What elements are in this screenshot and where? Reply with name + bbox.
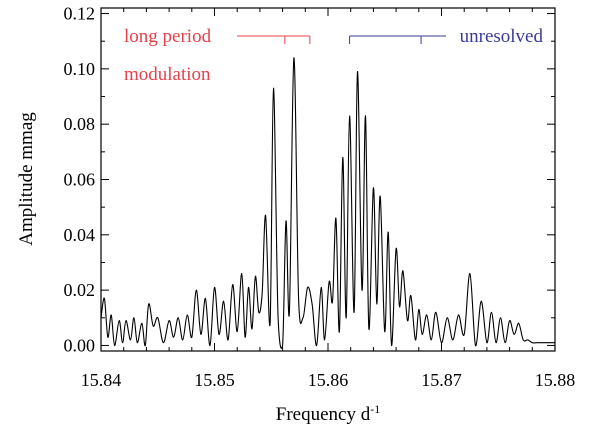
x-tick-label: 15.84 <box>81 370 122 390</box>
x-axis-label: Frequency d-1 <box>276 402 380 425</box>
x-axis-label-superscript: -1 <box>370 402 380 416</box>
annotation-unresolved: unresolved <box>460 26 544 47</box>
x-tick-label: 15.85 <box>194 370 235 390</box>
x-tick-label: 15.88 <box>535 370 576 390</box>
x-tick-label: 15.86 <box>308 370 349 390</box>
y-axis-label: Amplitude mmag <box>16 112 37 246</box>
amplitude-spectrum-line <box>100 57 555 349</box>
y-tick-label: 0.12 <box>64 4 96 24</box>
y-tick-label: 0.10 <box>64 59 96 79</box>
y-tick-label: 0.08 <box>64 114 96 134</box>
y-tick-label: 0.00 <box>64 335 96 355</box>
x-tick-label: 15.87 <box>421 370 462 390</box>
annotations: long period modulation unresolved <box>124 26 543 85</box>
y-tick-label: 0.06 <box>64 170 96 190</box>
axis-ticks <box>100 8 556 351</box>
annotation-modulation: modulation <box>124 64 211 85</box>
annotation-long-period: long period <box>124 26 212 47</box>
data-layer <box>100 57 555 349</box>
y-tick-label: 0.02 <box>64 280 96 300</box>
y-tick-label: 0.04 <box>64 225 96 245</box>
tick-labels: 15.84 15.85 15.86 15.87 15.88 0.00 0.02 0.04 0.0… <box>64 4 576 390</box>
